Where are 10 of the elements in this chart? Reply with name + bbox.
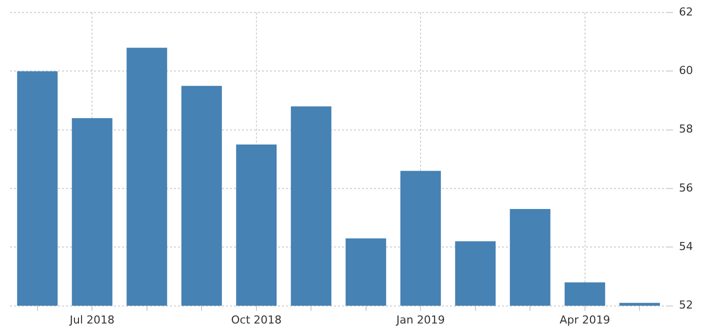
y-tick-label: 52	[679, 298, 694, 312]
y-tick-label: 58	[679, 122, 694, 136]
y-tick-label: 56	[679, 181, 694, 194]
x-tick-label: Jul 2018	[68, 313, 115, 326]
y-tick-label: 60	[679, 64, 694, 78]
y-tick-label: 54	[679, 240, 694, 254]
x-tick-label: Jan 2019	[395, 313, 445, 326]
x-tick-label: Oct 2018	[231, 313, 282, 326]
x-tick-label: Apr 2019	[560, 313, 610, 326]
y-tick-label: 62	[679, 5, 694, 18]
